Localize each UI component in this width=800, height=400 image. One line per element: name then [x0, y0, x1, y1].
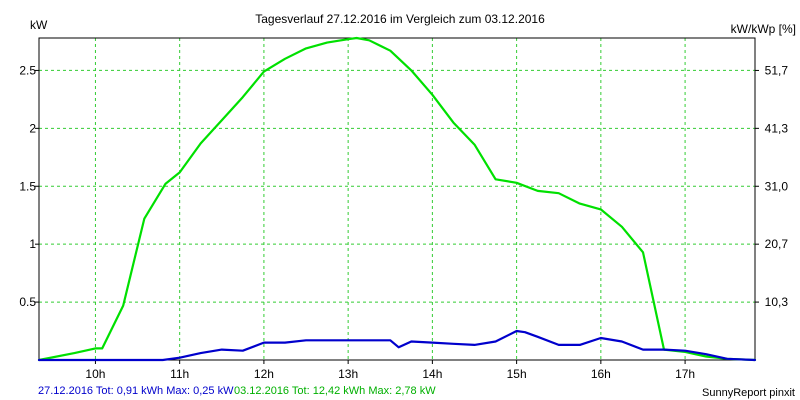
x-tick-label-11h: 11h	[170, 367, 189, 381]
tick-labels: 10h 11h 12h 13h 14h 15h 16h 17h 0.5 1 1.5 2 2.5 10,3 2…	[19, 63, 788, 381]
y-tick-label-right-10,3: 10,3	[765, 295, 789, 309]
y-tick-label-right-31,0: 31,0	[765, 179, 789, 193]
x-tick-label-10h: 10h	[85, 367, 105, 381]
y-tick-label-left-1.5: 1.5	[19, 179, 36, 193]
series-line-27.12.2016	[37, 329, 757, 362]
x-tick-label-12h: 12h	[254, 367, 274, 381]
y-tick-label-left-1: 1	[29, 237, 36, 251]
series-line-03.12.2016	[37, 36, 757, 362]
x-tick-label-13h: 13h	[338, 367, 358, 381]
footer-credit: SunnyReport pinxit	[702, 387, 795, 399]
y-axis-label-left: kW	[30, 18, 48, 32]
y-tick-label-right-51,7: 51,7	[765, 63, 789, 77]
y-tick-label-left-2: 2	[29, 121, 36, 135]
x-tick-label-17h: 17h	[675, 367, 695, 381]
y-tick-label-left-0.5: 0.5	[19, 295, 36, 309]
y-tick-label-left-2.5: 2.5	[19, 63, 36, 77]
legend-series-1: 27.12.2016 Tot: 0,91 kWh Max: 0,25 kW	[38, 385, 234, 397]
chart-title: Tagesverlauf 27.12.2016 im Vergleich zum…	[255, 12, 545, 26]
plot-frame	[38, 37, 756, 361]
x-tick-label-14h: 14h	[422, 367, 442, 381]
series-layer	[37, 36, 757, 362]
y-tick-label-right-41,3: 41,3	[765, 121, 789, 135]
y-axis-label-right: kW/kWp [%]	[731, 22, 796, 36]
x-tick-label-16h: 16h	[591, 367, 611, 381]
x-tick-label-15h: 15h	[507, 367, 527, 381]
y-tick-label-right-20,7: 20,7	[765, 237, 789, 251]
legend-series-2: 03.12.2016 Tot: 12,42 kWh Max: 2,78 kW	[234, 385, 436, 397]
